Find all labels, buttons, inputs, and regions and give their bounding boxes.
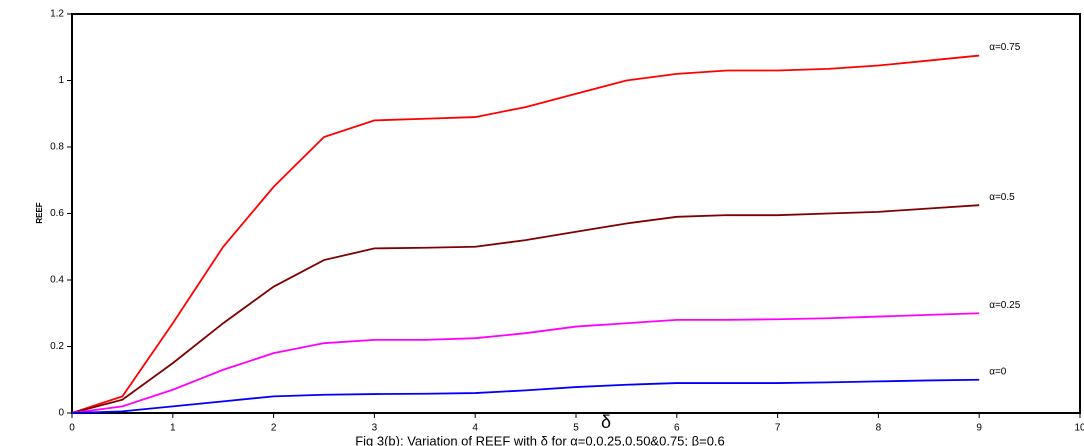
x-tick-label: 8 — [876, 423, 882, 434]
x-tick-label: 7 — [775, 423, 781, 434]
x-tick-label: 1 — [170, 423, 176, 434]
y-tick-label: 0.6 — [50, 208, 64, 219]
series-line — [71, 204, 980, 414]
y-tick-label: 0.4 — [50, 275, 64, 286]
x-tick-label: 10 — [1074, 423, 1084, 434]
y-tick-label: 0.2 — [50, 341, 64, 352]
y-tick-label: 1 — [58, 75, 64, 86]
x-tick-label: 0 — [69, 423, 75, 434]
x-tick-label: 5 — [573, 423, 579, 434]
x-tick-label: 9 — [976, 423, 982, 434]
series-label: α=0.75 — [989, 42, 1021, 53]
series-line — [71, 54, 980, 414]
caption: Fig 3(b): Variation of REEF with δ for α… — [355, 433, 725, 446]
y-tick-label: 1.2 — [50, 9, 64, 20]
plot-frame — [71, 13, 1081, 414]
series-label: α=0 — [989, 366, 1007, 377]
x-tick-label: 6 — [674, 423, 680, 434]
series-label: α=0.5 — [989, 192, 1015, 203]
x-tick-label: 2 — [271, 423, 277, 434]
y-tick-label: 0.8 — [50, 142, 64, 153]
y-tick-label: 0 — [58, 408, 64, 419]
x-tick-label: 4 — [472, 423, 478, 434]
series-label: α=0.25 — [989, 300, 1021, 311]
series-line — [71, 312, 980, 414]
series-line — [71, 378, 980, 414]
y-axis-label: REEF — [35, 202, 44, 223]
x-axis-label: δ — [601, 412, 611, 432]
x-tick-label: 3 — [372, 423, 378, 434]
